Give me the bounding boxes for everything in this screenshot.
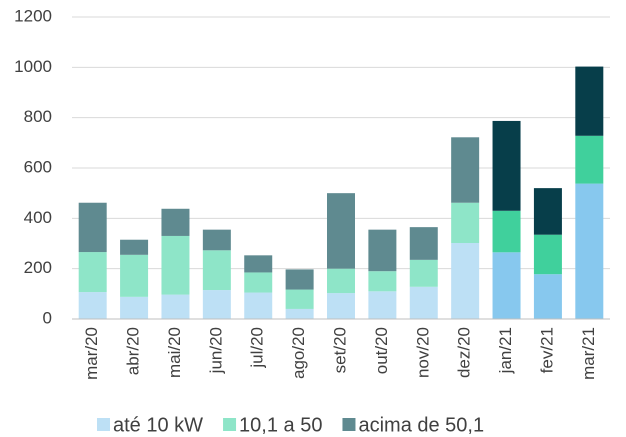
bar-segment (244, 292, 273, 319)
legend-label: 10,1 a 50 (239, 414, 322, 436)
bar-segment (244, 255, 273, 273)
x-tick-label: out/20 (372, 327, 391, 374)
bar-segment (202, 229, 231, 251)
y-tick-label: 400 (24, 208, 52, 227)
bar-segment (202, 250, 231, 291)
bar-segment (368, 229, 397, 272)
x-tick-label: mar/21 (579, 327, 598, 380)
bar-segment (409, 286, 438, 319)
bar-segment (78, 252, 107, 293)
y-tick-label: 1200 (14, 6, 52, 25)
bar-segment (120, 254, 149, 297)
bar-segment (327, 193, 355, 269)
bar-segment (327, 268, 355, 294)
legend-label: até 10 kW (113, 414, 203, 436)
legend-swatch (342, 418, 356, 431)
y-tick-label: 600 (24, 157, 52, 176)
bar-segment (451, 242, 480, 319)
bar-segment (285, 269, 314, 290)
legend-swatch (97, 418, 110, 431)
bar-segment (244, 272, 273, 293)
bar-segment (285, 289, 314, 309)
bar-segment (285, 308, 314, 319)
bar-segment (78, 292, 107, 319)
bar-segment (202, 290, 231, 319)
bar-segment (451, 137, 480, 203)
bar-segment (161, 294, 190, 319)
bar-segment (161, 235, 190, 295)
bar-segment (575, 135, 604, 184)
bar-segment (161, 208, 190, 236)
bar-segment (533, 188, 562, 235)
y-tick-label: 1000 (14, 57, 52, 76)
x-tick-label: jan/21 (496, 327, 515, 374)
legend-swatch (223, 418, 237, 431)
bar-segment (409, 227, 438, 260)
bar-segment (492, 252, 521, 319)
x-tick-label: mai/20 (165, 327, 184, 378)
bar-segment (120, 296, 149, 319)
x-tick-label: set/20 (330, 327, 349, 373)
bar-segment (492, 210, 521, 253)
x-tick-label: jun/20 (206, 327, 225, 374)
y-tick-label: 800 (24, 107, 52, 126)
bar-segment (78, 202, 107, 253)
y-tick-label: 200 (24, 258, 52, 277)
bar-segment (120, 239, 149, 255)
x-tick-label: jul/20 (248, 327, 267, 369)
x-tick-label: dez/20 (455, 327, 474, 378)
x-tick-label: ago/20 (289, 327, 308, 379)
bar-segment (409, 259, 438, 287)
bar-segment (451, 202, 480, 243)
bar-segment (368, 271, 397, 292)
bar-segment (492, 120, 521, 211)
bar-segment (575, 183, 604, 319)
x-tick-label: mar/20 (82, 327, 101, 380)
bar-segment (368, 291, 397, 319)
x-tick-label: nov/20 (413, 327, 432, 378)
x-tick-label: fev/21 (537, 327, 556, 373)
y-tick-label: 0 (43, 308, 52, 327)
bar-segment (533, 274, 562, 319)
bar-segment (533, 234, 562, 275)
legend-label: acima de 50,1 (358, 414, 484, 436)
x-tick-label: abr/20 (124, 327, 143, 375)
bar-segment (327, 293, 355, 319)
bar-segment (575, 66, 604, 136)
